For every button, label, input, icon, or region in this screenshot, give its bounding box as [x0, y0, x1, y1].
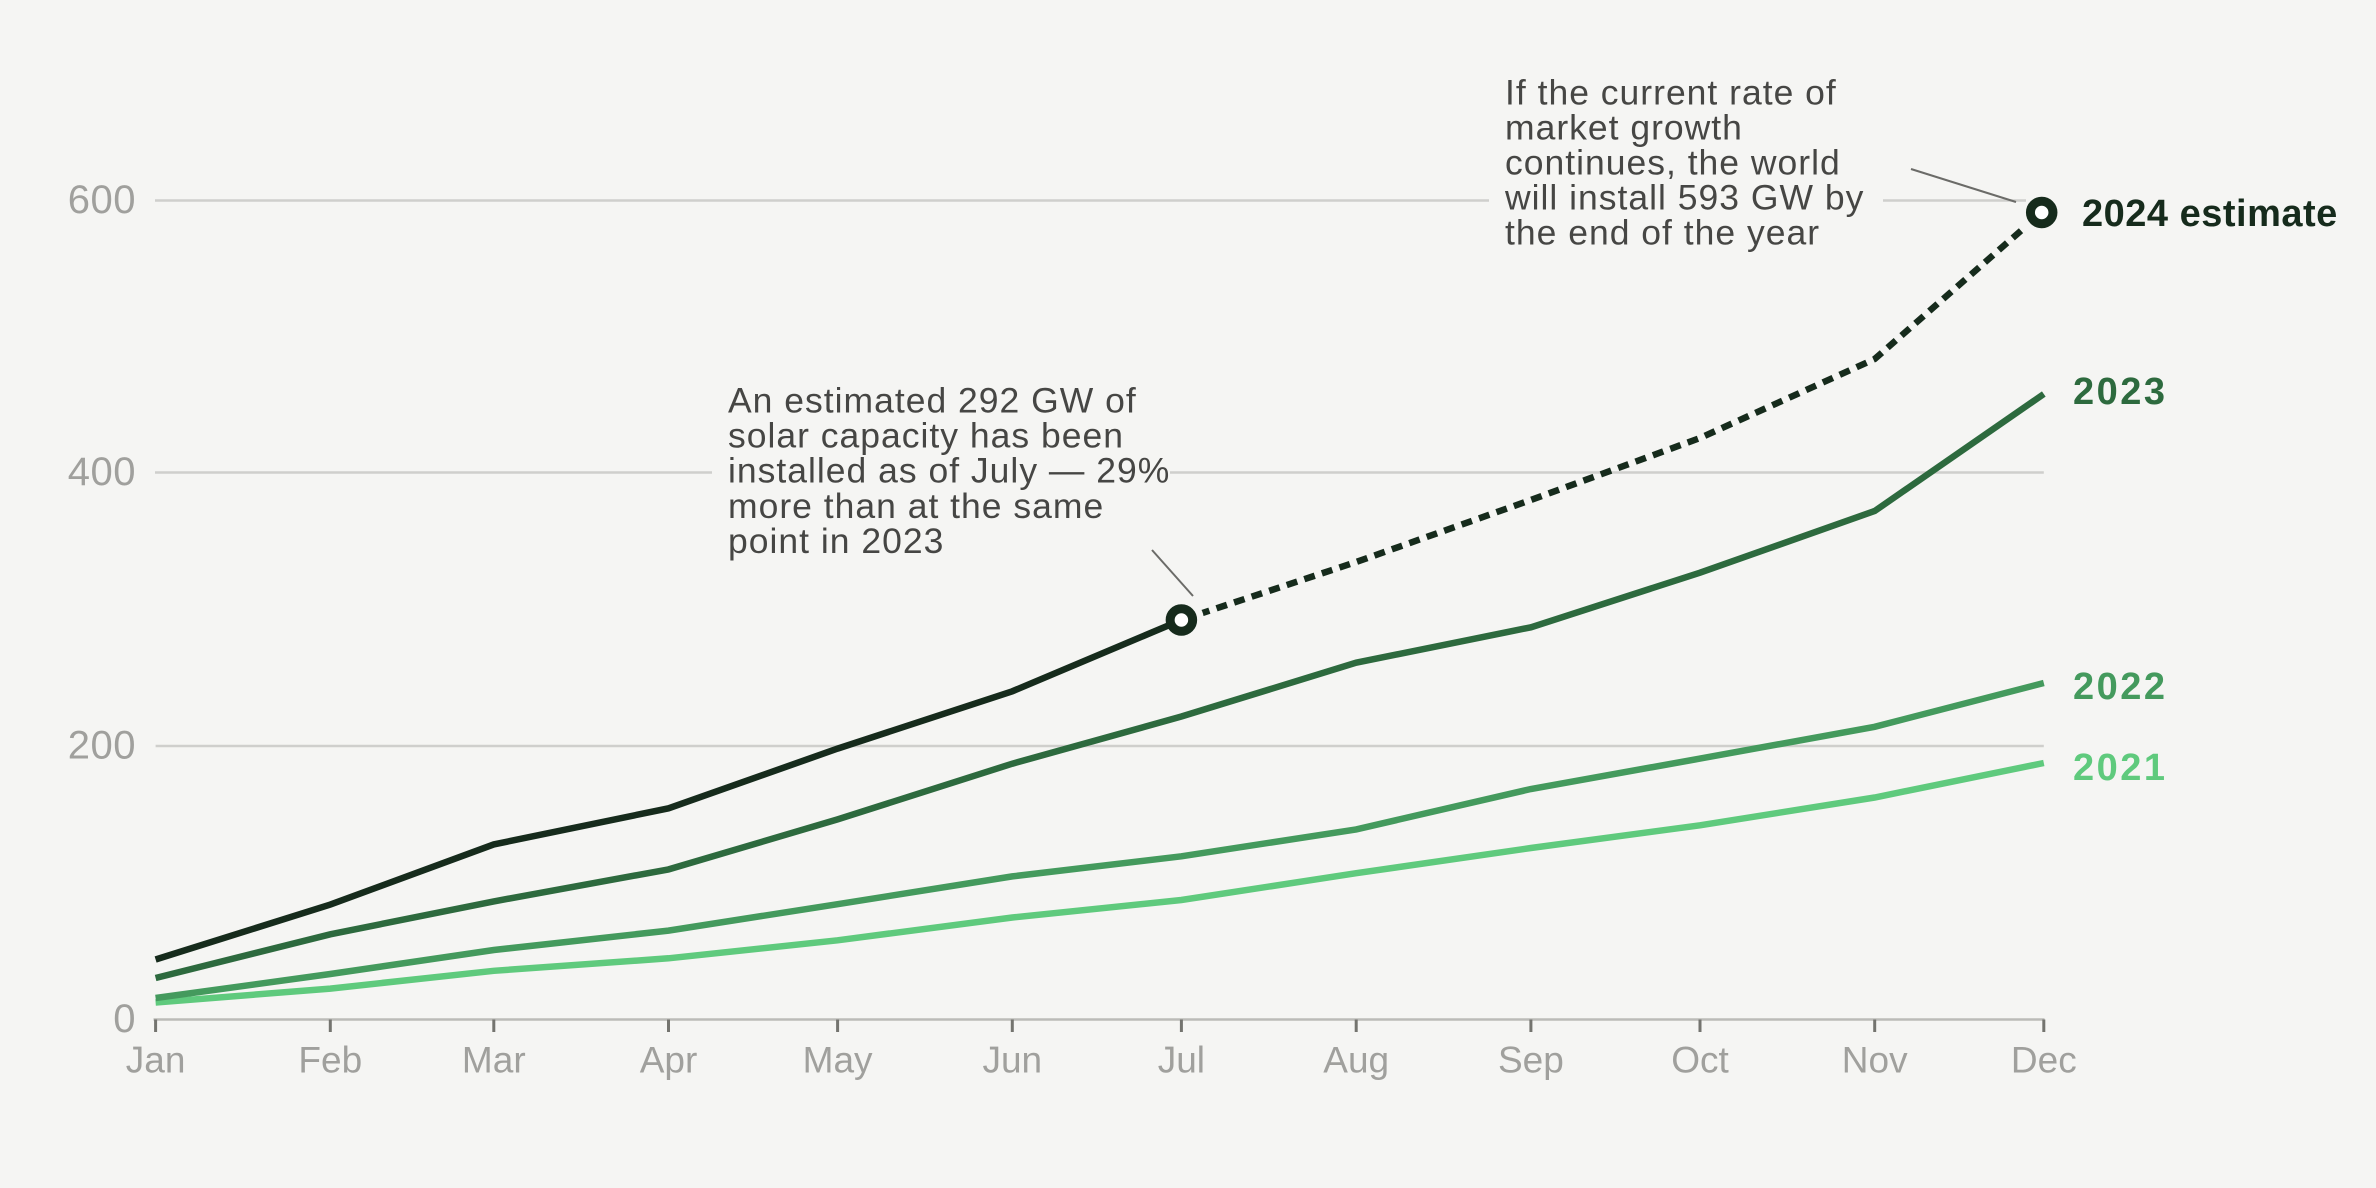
svg-text:market growth: market growth: [1505, 108, 1743, 148]
svg-text:200: 200: [68, 724, 136, 768]
svg-text:point in 2023: point in 2023: [728, 521, 944, 561]
svg-text:2021: 2021: [2073, 747, 2168, 789]
svg-text:more than at the same: more than at the same: [728, 486, 1104, 526]
svg-text:Dec: Dec: [2011, 1040, 2077, 1081]
svg-text:2022: 2022: [2073, 666, 2168, 708]
svg-text:the end of the year: the end of the year: [1505, 213, 1820, 253]
svg-text:Oct: Oct: [1671, 1040, 1729, 1081]
svg-text:installed as of July — 29%: installed as of July — 29%: [728, 451, 1170, 491]
svg-text:Apr: Apr: [640, 1040, 698, 1081]
svg-text:Aug: Aug: [1323, 1040, 1389, 1081]
svg-text:Jul: Jul: [1158, 1040, 1205, 1081]
svg-text:Mar: Mar: [462, 1040, 526, 1081]
svg-text:continues, the world: continues, the world: [1505, 143, 1841, 183]
svg-text:Feb: Feb: [298, 1040, 362, 1081]
svg-text:will install 593 GW by: will install 593 GW by: [1504, 178, 1864, 218]
svg-text:600: 600: [68, 178, 136, 222]
svg-text:Jun: Jun: [982, 1040, 1042, 1081]
svg-text:If the current rate of: If the current rate of: [1505, 73, 1837, 113]
svg-text:Jan: Jan: [126, 1040, 186, 1081]
svg-text:Sep: Sep: [1498, 1040, 1564, 1081]
svg-text:0: 0: [113, 997, 136, 1041]
svg-text:400: 400: [68, 450, 136, 494]
svg-text:solar capacity has been: solar capacity has been: [728, 416, 1124, 456]
svg-text:An estimated 292 GW of: An estimated 292 GW of: [728, 381, 1137, 421]
svg-text:May: May: [803, 1040, 873, 1081]
svg-text:Nov: Nov: [1842, 1040, 1908, 1081]
svg-text:2024 estimate: 2024 estimate: [2082, 193, 2338, 235]
svg-text:2023: 2023: [2073, 371, 2168, 413]
